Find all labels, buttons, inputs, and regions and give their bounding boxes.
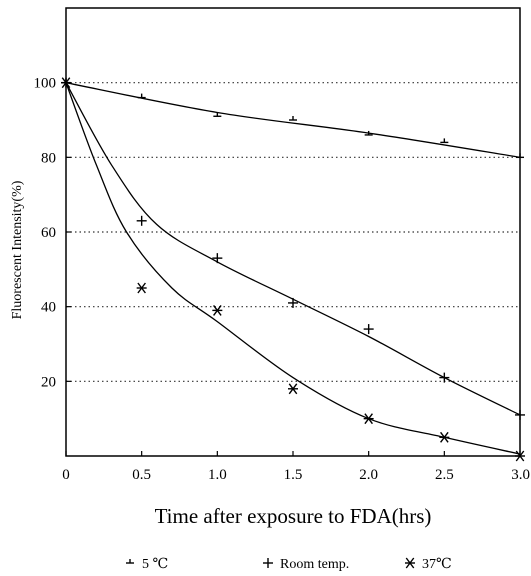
fit-curve (65, 82, 521, 416)
asterisk-marker (288, 383, 298, 395)
legend-label: Room temp. (280, 557, 349, 572)
legend-item: Room temp. (263, 557, 349, 572)
x-tick-label: 2.0 (359, 467, 378, 483)
plus-marker (136, 215, 147, 226)
plus-marker (212, 253, 223, 264)
tick-marker (213, 112, 222, 117)
plus-marker (439, 372, 450, 383)
legend: 5 ℃ Room temp. 37℃ (126, 557, 452, 572)
tick-marker (126, 559, 134, 564)
legend-label: 37℃ (422, 557, 452, 572)
tick-marker (289, 116, 297, 121)
asterisk-marker (212, 304, 223, 316)
fitted-curves (65, 82, 521, 455)
y-tick-label: 80 (41, 150, 56, 166)
y-axis-ticks: 20 40 60 80 100 (34, 76, 71, 390)
plus-marker (515, 409, 525, 420)
legend-label: 5 ℃ (142, 557, 168, 572)
data-points (61, 77, 525, 462)
asterisk-marker (61, 77, 71, 89)
x-tick-label: 3.0 (511, 467, 530, 483)
asterisk-marker (515, 450, 525, 462)
tick-marker (440, 138, 449, 144)
y-tick-label: 100 (34, 76, 57, 92)
x-tick-label: 2.5 (435, 467, 454, 483)
x-tick-label: 0.5 (132, 467, 151, 483)
y-axis-label: Fluorescent Intensity(%) (10, 180, 25, 319)
y-tick-label: 20 (41, 374, 56, 390)
legend-item: 5 ℃ (126, 557, 168, 572)
fit-curve (65, 82, 521, 158)
plus-marker (263, 558, 273, 568)
asterisk-marker (439, 431, 450, 443)
fit-curve (65, 82, 521, 455)
tick-marker (137, 93, 146, 99)
asterisk-marker (363, 413, 374, 425)
x-tick-label: 1.0 (208, 467, 227, 483)
y-tick-label: 40 (41, 300, 56, 316)
plus-marker (363, 324, 374, 335)
x-axis-ticks: 0 0.5 1.0 1.5 2.0 2.5 3.0 (62, 451, 530, 483)
legend-item: 37℃ (405, 557, 452, 572)
grid-lines (66, 82, 520, 382)
tick-marker (364, 130, 373, 136)
plus-marker (288, 297, 298, 308)
tick-marker (516, 153, 524, 159)
asterisk-marker (136, 282, 147, 294)
x-tick-label: 0 (62, 467, 70, 483)
x-tick-label: 1.5 (284, 467, 303, 483)
y-tick-label: 60 (41, 225, 56, 241)
asterisk-marker (405, 557, 415, 569)
x-axis-label: Time after exposure to FDA(hrs) (155, 504, 432, 528)
